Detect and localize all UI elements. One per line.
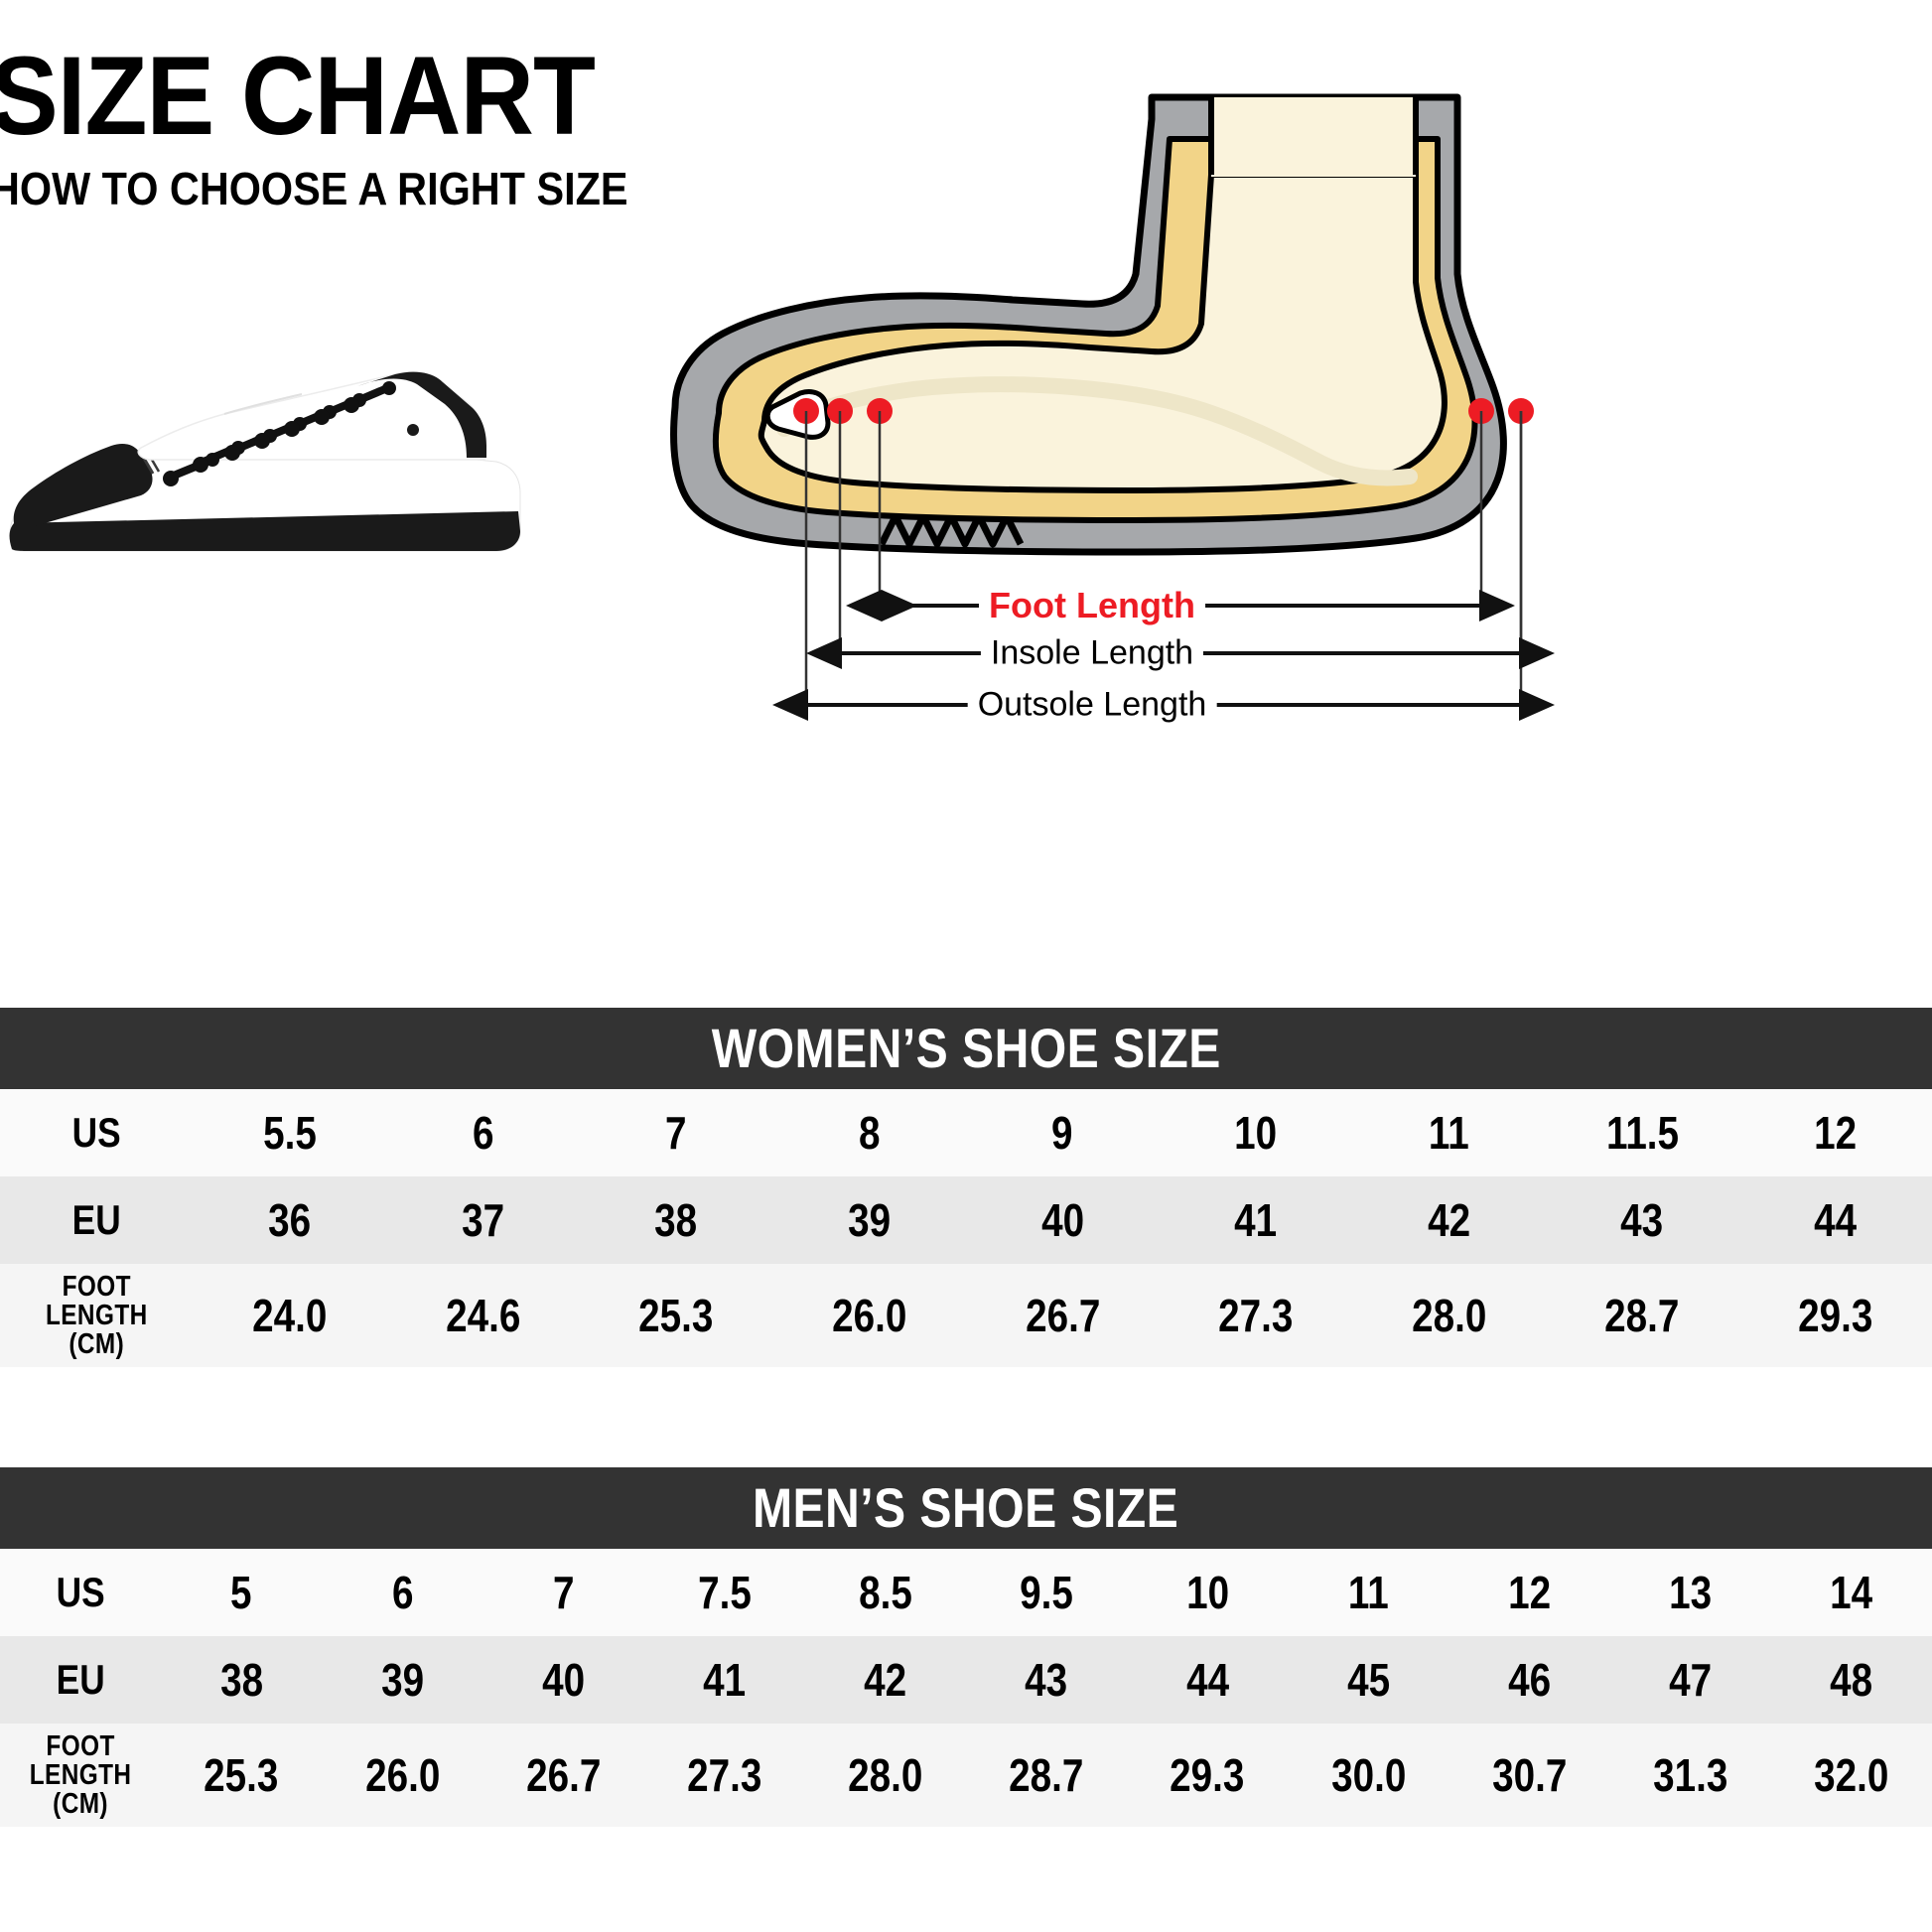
cell-foot-2: 25.3 (579, 1264, 773, 1367)
table-row: FOOT LENGTH (CM) 24.0 24.6 25.3 26.0 26.… (0, 1264, 1932, 1367)
page-title-block: SIZE CHART HOW TO CHOOSE A RIGHT SIZE (0, 34, 685, 215)
cell-eu-9: 47 (1609, 1636, 1771, 1724)
cell-us-1: 6 (322, 1549, 483, 1636)
cell-us-7: 11.5 (1545, 1089, 1739, 1176)
cell-foot-0: 25.3 (161, 1724, 323, 1827)
table-row: US 5 6 7 7.5 8.5 9.5 10 11 12 13 14 (0, 1549, 1932, 1636)
cell-foot-4: 26.7 (965, 1264, 1160, 1367)
cell-us-8: 12 (1449, 1549, 1610, 1636)
cell-us-2: 7 (579, 1089, 773, 1176)
cell-eu-2: 40 (483, 1636, 644, 1724)
cell-foot-3: 26.0 (772, 1264, 966, 1367)
row-label-eu: EU (0, 1636, 162, 1724)
row-label-us: US (0, 1549, 162, 1636)
cell-foot-3: 27.3 (643, 1724, 805, 1827)
cell-foot-5: 27.3 (1159, 1264, 1353, 1367)
cell-foot-8: 29.3 (1738, 1264, 1932, 1367)
measurement-label-outsole-length: Outsole Length (967, 685, 1217, 725)
cell-eu-0: 36 (193, 1176, 387, 1264)
cell-us-4: 8.5 (804, 1549, 966, 1636)
shoe-cross-section-diagram: Foot Length Insole Length Outsole Length (616, 79, 1598, 755)
measurement-label-foot-length: Foot Length (979, 585, 1205, 626)
cell-us-10: 14 (1770, 1549, 1932, 1636)
page-title: SIZE CHART (0, 34, 596, 158)
cell-eu-3: 41 (643, 1636, 805, 1724)
cell-foot-2: 26.7 (483, 1724, 644, 1827)
cell-us-5: 9.5 (965, 1549, 1128, 1636)
measurement-label-insole-length: Insole Length (980, 633, 1204, 673)
cell-foot-9: 31.3 (1609, 1724, 1771, 1827)
cell-us-1: 6 (386, 1089, 580, 1176)
womens-table-header: WOMEN’S SHOE SIZE (0, 1008, 1932, 1089)
table-row: US 5.5 6 7 8 9 10 11 11.5 12 (0, 1089, 1932, 1176)
cell-eu-8: 46 (1449, 1636, 1610, 1724)
cell-eu-10: 48 (1770, 1636, 1932, 1724)
cell-foot-10: 32.0 (1770, 1724, 1932, 1827)
cell-us-6: 10 (1127, 1549, 1289, 1636)
cell-foot-1: 26.0 (322, 1724, 483, 1827)
row-label-us: US (0, 1089, 194, 1176)
row-label-eu: EU (0, 1176, 194, 1264)
womens-table-title: WOMEN’S SHOE SIZE (711, 1017, 1221, 1079)
cell-eu-8: 44 (1738, 1176, 1932, 1264)
cell-foot-7: 30.0 (1288, 1724, 1449, 1827)
cell-eu-2: 38 (579, 1176, 773, 1264)
row-label-foot-length: FOOT LENGTH (CM) (0, 1264, 194, 1367)
cell-foot-7: 28.7 (1545, 1264, 1739, 1367)
row-label-foot-length: FOOT LENGTH (CM) (0, 1724, 162, 1827)
womens-size-table: WOMEN’S SHOE SIZE US 5.5 6 7 8 9 10 11 1… (0, 1008, 1932, 1367)
table-row: EU 38 39 40 41 42 43 44 45 46 47 48 (0, 1636, 1932, 1724)
cell-us-0: 5 (161, 1549, 323, 1636)
mens-table-header: MEN’S SHOE SIZE (0, 1467, 1932, 1549)
cell-eu-5: 43 (965, 1636, 1128, 1724)
cell-foot-6: 28.0 (1352, 1264, 1546, 1367)
cell-foot-5: 28.7 (965, 1724, 1128, 1827)
product-photo (0, 283, 556, 581)
cell-us-9: 13 (1609, 1549, 1771, 1636)
cell-us-3: 7.5 (643, 1549, 805, 1636)
cell-eu-6: 42 (1352, 1176, 1546, 1264)
cell-eu-1: 39 (322, 1636, 483, 1724)
mens-size-table: MEN’S SHOE SIZE US 5 6 7 7.5 8.5 9.5 10 … (0, 1467, 1932, 1827)
cell-us-6: 11 (1352, 1089, 1546, 1176)
cell-eu-7: 45 (1288, 1636, 1449, 1724)
page-subtitle: HOW TO CHOOSE A RIGHT SIZE (0, 163, 628, 215)
cell-foot-4: 28.0 (804, 1724, 966, 1827)
cell-us-5: 10 (1159, 1089, 1353, 1176)
mens-table-title: MEN’S SHOE SIZE (753, 1476, 1179, 1539)
cell-us-4: 9 (965, 1089, 1160, 1176)
cell-eu-4: 40 (965, 1176, 1160, 1264)
womens-size-grid: US 5.5 6 7 8 9 10 11 11.5 12 EU 36 37 38… (0, 1089, 1932, 1367)
cell-eu-6: 44 (1127, 1636, 1289, 1724)
cell-eu-5: 41 (1159, 1176, 1353, 1264)
cell-us-7: 11 (1288, 1549, 1449, 1636)
cell-us-0: 5.5 (193, 1089, 387, 1176)
table-row: FOOT LENGTH (CM) 25.3 26.0 26.7 27.3 28.… (0, 1724, 1932, 1827)
cell-foot-8: 30.7 (1449, 1724, 1610, 1827)
cell-eu-3: 39 (772, 1176, 966, 1264)
cell-us-3: 8 (772, 1089, 966, 1176)
cell-foot-6: 29.3 (1127, 1724, 1289, 1827)
cell-eu-1: 37 (386, 1176, 580, 1264)
cell-us-2: 7 (483, 1549, 644, 1636)
cell-foot-0: 24.0 (193, 1264, 387, 1367)
cell-foot-1: 24.6 (386, 1264, 580, 1367)
cell-eu-4: 42 (804, 1636, 966, 1724)
table-row: EU 36 37 38 39 40 41 42 43 44 (0, 1176, 1932, 1264)
cell-us-8: 12 (1738, 1089, 1932, 1176)
cell-eu-0: 38 (161, 1636, 323, 1724)
cell-eu-7: 43 (1545, 1176, 1739, 1264)
mens-size-grid: US 5 6 7 7.5 8.5 9.5 10 11 12 13 14 EU 3… (0, 1549, 1932, 1827)
